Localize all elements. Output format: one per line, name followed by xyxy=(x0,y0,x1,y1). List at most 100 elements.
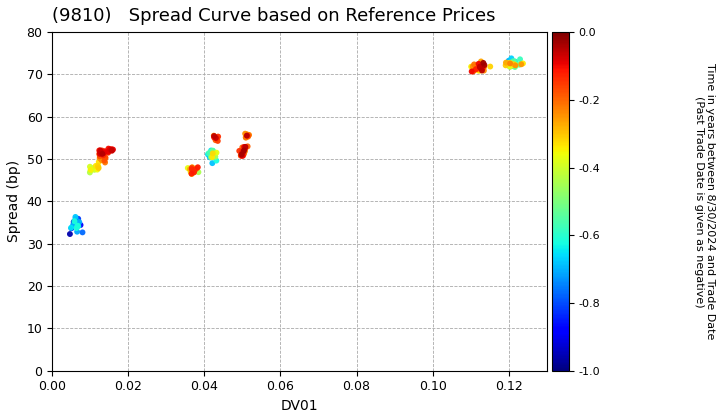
Point xyxy=(97,149,109,155)
Point xyxy=(207,154,218,160)
Point xyxy=(104,147,116,153)
Point xyxy=(236,149,248,155)
Point xyxy=(210,153,221,160)
Point xyxy=(470,66,482,73)
Point xyxy=(205,147,217,154)
Point xyxy=(73,215,84,222)
Point xyxy=(476,67,487,74)
Point xyxy=(473,67,485,74)
Point xyxy=(241,132,253,139)
Point xyxy=(89,166,100,173)
Point xyxy=(239,130,251,137)
Point xyxy=(510,62,521,69)
Point xyxy=(242,132,253,139)
Point xyxy=(99,149,110,155)
Point xyxy=(500,62,511,69)
Point xyxy=(235,151,247,158)
Point xyxy=(188,169,199,176)
Point xyxy=(93,159,104,165)
Point xyxy=(96,147,108,154)
Point xyxy=(470,66,482,73)
Point xyxy=(72,222,84,229)
Point xyxy=(477,60,489,66)
Point xyxy=(469,63,481,70)
Point xyxy=(210,135,222,142)
Point xyxy=(92,163,104,169)
Point xyxy=(186,169,197,176)
Point xyxy=(235,152,246,159)
Point xyxy=(485,63,496,70)
Point xyxy=(91,166,103,173)
Point xyxy=(94,153,106,160)
Point xyxy=(513,61,525,68)
Point xyxy=(208,132,220,139)
Point xyxy=(475,58,487,65)
Point xyxy=(233,147,245,154)
Point xyxy=(99,159,111,166)
Point xyxy=(508,62,520,68)
Point xyxy=(505,55,517,62)
Point xyxy=(186,171,197,177)
Point xyxy=(506,62,518,69)
Point xyxy=(241,131,253,138)
Point xyxy=(106,147,117,154)
Point xyxy=(478,67,490,74)
Point xyxy=(469,66,481,73)
Point xyxy=(203,150,215,157)
Point xyxy=(210,134,222,141)
Point xyxy=(205,148,217,155)
Point xyxy=(97,152,109,158)
Point xyxy=(504,63,516,70)
Point xyxy=(503,60,514,66)
Point xyxy=(188,167,199,174)
Point xyxy=(96,157,107,163)
Point xyxy=(243,132,254,139)
Point xyxy=(208,133,220,139)
Point xyxy=(238,149,249,155)
Point xyxy=(71,222,83,229)
Point xyxy=(500,59,512,66)
Point xyxy=(242,132,253,139)
Point xyxy=(189,167,200,173)
Point xyxy=(186,171,197,177)
Point xyxy=(192,164,204,171)
Point xyxy=(69,218,81,225)
Point xyxy=(239,144,251,151)
Point xyxy=(474,64,486,71)
X-axis label: DV01: DV01 xyxy=(281,399,318,413)
Point xyxy=(104,146,116,152)
Point xyxy=(188,169,199,176)
Point xyxy=(96,150,108,157)
Point xyxy=(243,133,254,140)
Point xyxy=(73,223,84,230)
Point xyxy=(210,150,221,157)
Point xyxy=(473,60,485,67)
Point xyxy=(509,58,521,65)
Point xyxy=(508,61,519,68)
Point xyxy=(98,150,109,156)
Y-axis label: Spread (bp): Spread (bp) xyxy=(7,160,21,242)
Point xyxy=(474,63,486,70)
Point xyxy=(465,63,477,70)
Point xyxy=(236,144,248,151)
Point xyxy=(68,220,80,227)
Point xyxy=(476,63,487,69)
Point xyxy=(103,145,114,152)
Point xyxy=(204,154,215,161)
Point xyxy=(94,155,105,162)
Point xyxy=(69,221,81,228)
Point xyxy=(474,61,485,68)
Point xyxy=(70,215,81,222)
Point xyxy=(95,149,107,156)
Point xyxy=(204,150,215,156)
Point xyxy=(235,152,247,159)
Point xyxy=(211,134,222,141)
Point xyxy=(509,64,521,71)
Point xyxy=(478,64,490,71)
Point xyxy=(504,63,516,70)
Point xyxy=(95,152,107,158)
Point xyxy=(96,155,107,162)
Point xyxy=(240,144,251,150)
Point xyxy=(207,152,218,159)
Point xyxy=(98,149,109,156)
